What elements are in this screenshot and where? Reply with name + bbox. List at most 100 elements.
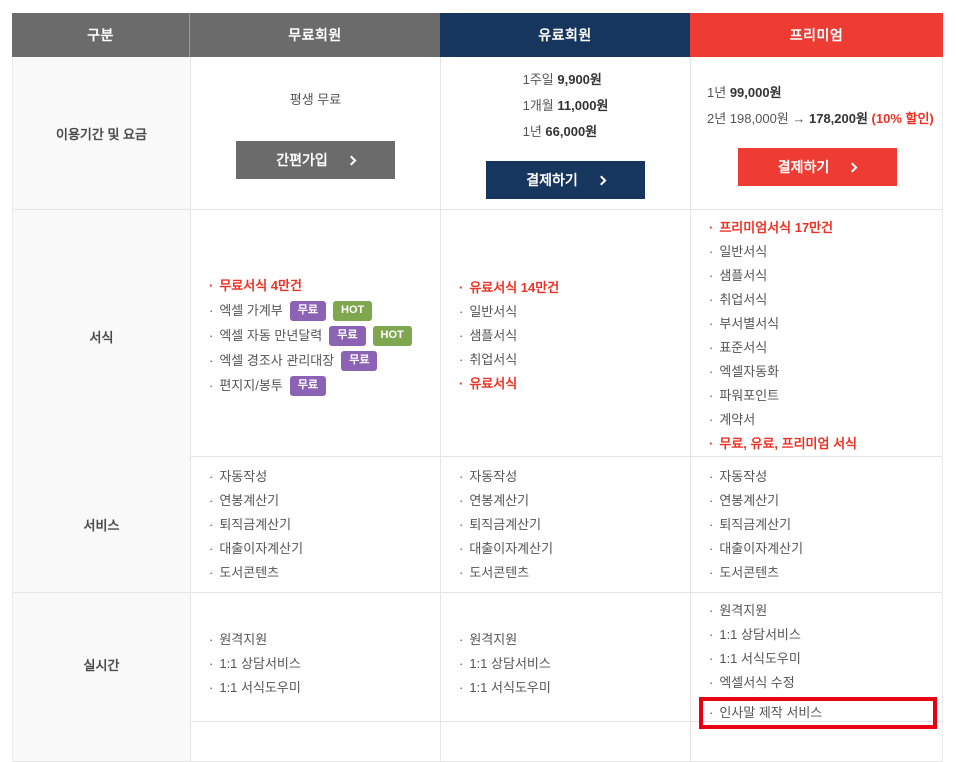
list-item: · 원격지원 [459,628,684,652]
row-forms: 서식 · 무료서식 4만건 · 엑셀 가계부 무료 HOT · 엑셀 자동 만년달력 무료 HOT… [13,210,942,462]
list-item: · 일반서식 [709,240,937,264]
bullet: · [209,468,214,484]
list-item: · 샘플서식 [459,324,684,348]
free-signup-button-label: 간편가입 [276,152,328,168]
list-item-text: 일반서식 [719,244,768,259]
list-item-text: 엑셀 경조사 관리대장 [219,353,335,368]
row-label-partial [13,722,190,761]
list-item: · 취업서식 [709,288,937,312]
bullet: · [709,516,714,532]
list-item-text: 도서콘텐츠 [469,564,530,580]
bullet: · [709,492,714,508]
bullet: · [709,564,714,580]
list-item: · 무료, 유료, 프리미엄 서식 [709,432,937,456]
pricing-cell-free: 평생 무료 간편가입 [190,57,440,209]
free-badge: 무료 [289,375,327,396]
bullet: · [459,328,464,343]
list-item: · 도서콘텐츠 [459,561,684,585]
realtime-list-premium: · 원격지원 · 1:1 상담서비스 · 1:1 서식도우미 · 엑셀서식 수정 · 인사말 제작… [690,593,943,735]
bullet: · [209,278,214,293]
list-item: · 엑셀 경조사 관리대장 무료 [209,348,434,373]
price-line: 1년 99,000원 [707,85,782,100]
price-line: 1년 66,000원 [522,124,598,139]
bullet: · [209,540,214,556]
list-item: · 자동작성 [459,465,684,489]
bullet: · [209,680,214,695]
premium-price-lines: 1년 99,000원 2년 198,000원 → 178,200원 (10% 할인… [707,80,934,132]
bullet: · [459,516,464,532]
services-list-premium: · 자동작성 · 연봉계산기 · 퇴직금계산기 · 대출이자계산기 · 도서콘텐츠 [690,457,943,592]
list-item-text: 자동작성 [469,468,518,484]
price-line: 1주일 9,900원 [522,72,602,87]
row-label-pricing: 이용기간 및 요금 [13,57,190,209]
row-label-realtime: 실시간 [13,593,190,735]
bullet: · [709,412,714,427]
list-item-text: 도서콘텐츠 [219,564,280,580]
table-body: 이용기간 및 요금 평생 무료 간편가입 1주일 9,900원 1개월 11,00… [12,57,943,762]
list-item-text: 무료, 유료, 프리미엄 서식 [719,436,858,451]
column-header-free: 무료회원 [190,13,440,57]
list-item: · 연봉계산기 [209,489,434,513]
list-item: · 표준서식 [709,336,937,360]
list-item-text: 인사말 제작 서비스 [719,705,823,720]
hot-badge: HOT [333,300,373,321]
services-list-paid: · 자동작성 · 연봉계산기 · 퇴직금계산기 · 대출이자계산기 · 도서콘텐츠 [440,457,690,592]
row-realtime: 실시간 · 원격지원 · 1:1 상담서비스 · 1:1 서식도우미 · 원격지원 · 1:1 … [13,593,942,735]
list-item-text: 엑셀서식 수정 [719,675,795,690]
price-line: 평생 무료 [289,92,342,107]
list-item-text: 대출이자계산기 [719,540,804,556]
list-item: · 1:1 서식도우미 [459,676,684,700]
list-item: · 계약서 [709,408,937,432]
list-item-text: 유료서식 [469,376,518,391]
list-item-text: 1:1 서식도우미 [719,651,801,666]
bullet: · [709,468,714,484]
list-item-text: 자동작성 [219,468,268,484]
list-item-text: 파워포인트 [719,388,780,403]
free-price-lines: 평생 무료 [290,87,341,113]
list-item-text: 퇴직금계산기 [719,516,792,532]
bullet: · [709,316,714,331]
list-item-text: 도서콘텐츠 [719,564,780,580]
row-pricing: 이용기간 및 요금 평생 무료 간편가입 1주일 9,900원 1개월 11,00… [13,57,942,210]
highlighted-list-item: · 인사말 제작 서비스 [699,697,937,729]
list-item-text: 연봉계산기 [719,492,780,508]
bullet: · [709,292,714,307]
list-item: · 연봉계산기 [709,489,937,513]
bullet: · [459,352,464,367]
chevron-right-icon [847,162,858,173]
list-item-text: 퇴직금계산기 [469,516,542,532]
bullet: · [209,303,214,318]
row-label-forms: 서식 [13,210,190,462]
paid-checkout-button[interactable]: 결제하기 [486,161,645,199]
list-item-text: 엑셀 가계부 [219,303,283,318]
free-signup-button[interactable]: 간편가입 [236,141,395,179]
list-item-text: 대출이자계산기 [469,540,554,556]
list-item-text: 1:1 상담서비스 [719,627,801,642]
bullet: · [709,268,714,283]
list-item: · 무료서식 4만건 [209,274,434,298]
list-item: · 퇴직금계산기 [459,513,684,537]
list-item-text: 원격지원 [719,603,768,618]
list-item: · 1:1 서식도우미 [709,647,937,671]
bullet: · [709,705,714,720]
bullet: · [209,632,214,647]
list-item-text: 프리미엄서식 17만건 [719,220,834,235]
list-item: · 엑셀서식 수정 [709,671,937,695]
bullet: · [709,244,714,259]
list-item: · 1:1 상담서비스 [209,652,434,676]
list-item: · 퇴직금계산기 [709,513,937,537]
list-item: · 엑셀자동화 [709,360,937,384]
row-label-services: 서비스 [13,457,190,592]
list-item-text: 엑셀자동화 [719,364,780,379]
bullet: · [709,651,714,666]
list-item-text: 편지지/봉투 [219,378,283,393]
column-header-category: 구분 [12,13,190,57]
membership-pricing-table: 구분 무료회원 유료회원 프리미엄 이용기간 및 요금 평생 무료 간편가입 1… [12,13,943,762]
bullet: · [209,516,214,532]
list-item: · 대출이자계산기 [459,537,684,561]
bullet: · [709,220,714,235]
free-badge: 무료 [289,300,327,321]
row-partial-clipped [13,722,942,762]
premium-checkout-button[interactable]: 결제하기 [737,148,897,186]
list-item: · 일반서식 [459,300,684,324]
